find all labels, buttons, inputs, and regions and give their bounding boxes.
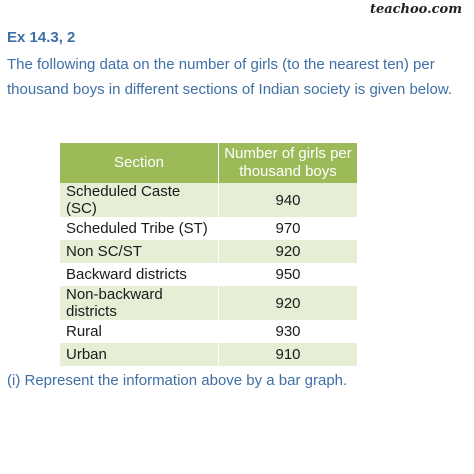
section-cell: Backward districts <box>60 263 219 286</box>
header-line-1: Number of girls per <box>224 145 352 162</box>
section-cell: Non SC/ST <box>60 240 219 263</box>
table-row: Backward districts 950 <box>60 263 357 286</box>
data-table: Section Number of girls per thousand boy… <box>60 143 357 366</box>
header-section: Section <box>60 143 219 183</box>
value-cell: 920 <box>218 286 357 320</box>
value-cell: 970 <box>218 217 357 240</box>
table-row: Non SC/ST 920 <box>60 240 357 263</box>
value-cell: 930 <box>218 320 357 343</box>
exercise-number: Ex 14.3, 2 <box>7 29 76 46</box>
table-header-row: Section Number of girls per thousand boy… <box>60 143 357 183</box>
problem-statement: The following data on the number of girl… <box>7 56 452 98</box>
value-cell: 940 <box>218 183 357 217</box>
question-part-i: (i) Represent the information above by a… <box>7 372 348 389</box>
value-cell: 950 <box>218 263 357 286</box>
table-row: Scheduled Tribe (ST) 970 <box>60 217 357 240</box>
table-row: Non-backward districts 920 <box>60 286 357 320</box>
section-cell: Scheduled Tribe (ST) <box>60 217 219 240</box>
section-cell: Scheduled Caste (SC) <box>60 183 219 217</box>
section-cell: Rural <box>60 320 219 343</box>
table-row: Urban 910 <box>60 343 357 366</box>
section-cell: Urban <box>60 343 219 366</box>
section-cell: Non-backward districts <box>60 286 219 320</box>
header-girls-per-thousand: Number of girls per thousand boys <box>218 143 357 183</box>
header-line-2: thousand boys <box>239 163 337 180</box>
brand-logo: teachoo.com <box>369 2 462 17</box>
value-cell: 910 <box>218 343 357 366</box>
value-cell: 920 <box>218 240 357 263</box>
table-row: Rural 930 <box>60 320 357 343</box>
table-row: Scheduled Caste (SC) 940 <box>60 183 357 217</box>
